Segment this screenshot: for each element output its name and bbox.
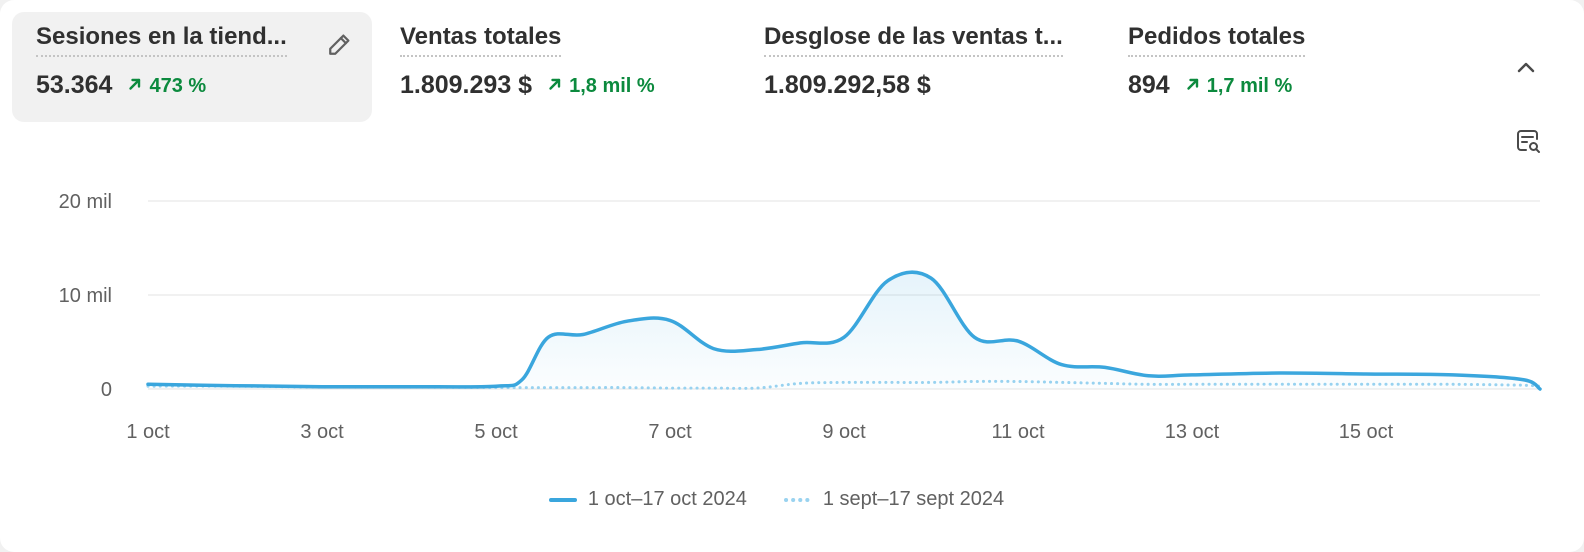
metric-value: 894	[1128, 71, 1170, 99]
metric-change-badge: 1,8 mil %	[548, 75, 655, 98]
metric-title[interactable]: Ventas totales	[400, 22, 562, 57]
metric-change-value: 473 %	[149, 74, 207, 97]
metric-total-sales[interactable]: Ventas totales 1.809.293 $ 1,8 mil %	[376, 12, 736, 122]
x-tick-label: 5 oct	[474, 421, 518, 443]
metric-title[interactable]: Desglose de las ventas t...	[764, 22, 1063, 57]
metric-total-orders[interactable]: Pedidos totales 894 1,7 mil %	[1104, 12, 1464, 122]
solid-line-swatch	[548, 497, 577, 502]
legend-item-current-period[interactable]: 1 oct–17 oct 2024	[548, 488, 747, 511]
x-tick-label: 3 oct	[300, 421, 344, 443]
legend-label: 1 oct–17 oct 2024	[587, 488, 747, 510]
explore-data-icon[interactable]	[1513, 126, 1543, 156]
arrow-up-right-icon	[1187, 78, 1198, 90]
x-tick-label: 9 oct	[822, 421, 866, 443]
metric-title[interactable]: Pedidos totales	[1128, 22, 1306, 57]
metric-sales-breakdown[interactable]: Desglose de las ventas t... 1.809.292,58…	[740, 12, 1102, 122]
y-tick-label: 20 mil	[59, 191, 112, 213]
y-axis: 20 mil 10 mil 0	[59, 191, 112, 401]
x-tick-label: 1 oct	[126, 421, 170, 443]
metric-title[interactable]: Sesiones en la tiend...	[36, 22, 287, 57]
legend-item-previous-period[interactable]: 1 sept–17 sept 2024	[783, 488, 1004, 511]
y-tick-label: 10 mil	[59, 285, 112, 307]
metric-change-badge: 473 %	[128, 75, 206, 98]
x-tick-label: 7 oct	[648, 421, 692, 443]
series-area-current-period	[148, 272, 1540, 389]
chevron-up-icon[interactable]	[1512, 54, 1540, 80]
dotted-line-swatch	[783, 497, 812, 502]
x-axis: 1 oct 3 oct 5 oct 7 oct 9 oct 11 oct 13 oct 15 …	[126, 421, 1393, 443]
chart-legend: 1 oct–17 oct 2024 1 sept–17 sept 2024	[0, 488, 1552, 511]
metric-value: 1.809.293 $	[400, 71, 533, 99]
metric-change-value: 1,7 mil %	[1206, 74, 1293, 97]
metric-change-value: 1,8 mil %	[569, 74, 655, 97]
pencil-icon[interactable]	[324, 30, 354, 60]
metric-online-store-sessions[interactable]: Sesiones en la tiend... 53.364 473 %	[12, 12, 372, 122]
series-layer	[146, 270, 1542, 391]
y-tick-label: 0	[101, 379, 112, 401]
arrow-up-right-icon	[549, 78, 561, 90]
metric-change-badge: 1,7 mil %	[1186, 74, 1293, 98]
metric-value: 53.364	[36, 71, 113, 99]
x-tick-label: 13 oct	[1165, 421, 1220, 443]
arrow-up-right-icon	[129, 78, 141, 90]
x-tick-label: 15 oct	[1339, 421, 1394, 443]
metric-value: 1.809.292,58 $	[764, 71, 931, 99]
series-line-current-period	[146, 270, 1542, 391]
legend-label: 1 sept–17 sept 2024	[822, 488, 1005, 510]
x-tick-label: 11 oct	[992, 421, 1045, 443]
